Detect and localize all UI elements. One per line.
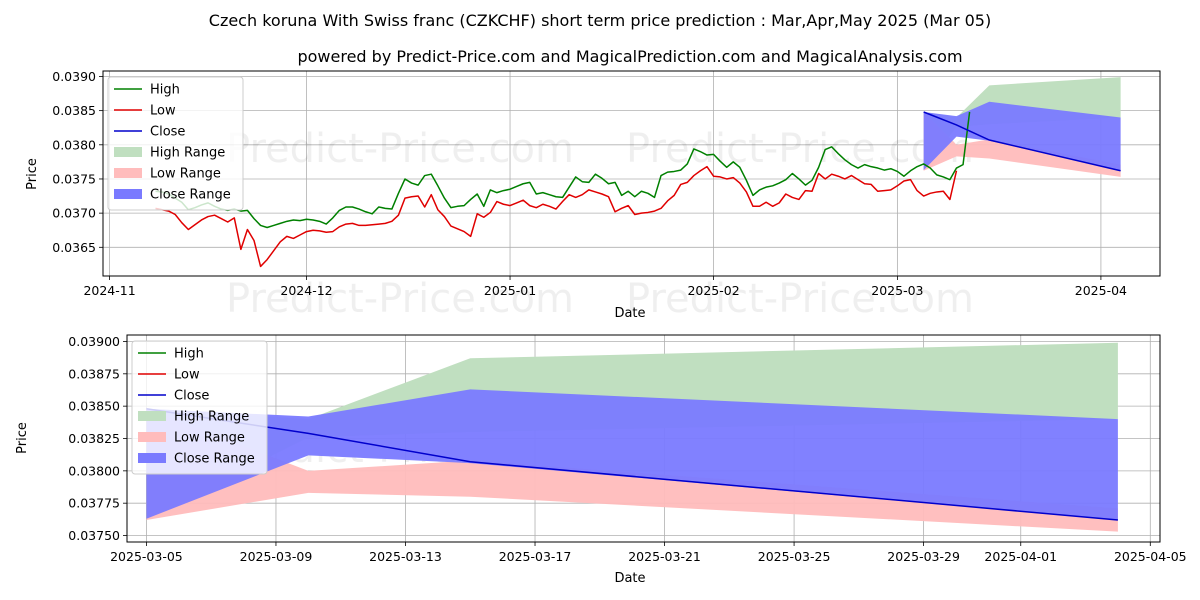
close-range-band — [146, 389, 1118, 521]
top-plot-frame — [102, 70, 1161, 277]
top-ylabel: Price — [25, 158, 40, 190]
legend-label: Close — [174, 389, 209, 404]
y-tick-label: 0.0365 — [52, 240, 96, 255]
legend-label: Low Range — [174, 431, 245, 446]
y-tick-label: 0.0380 — [52, 137, 96, 152]
legend-swatch — [114, 189, 142, 199]
legend-swatch — [138, 432, 166, 442]
top-xlabel: Date — [614, 306, 645, 321]
legend-label: High — [150, 83, 180, 98]
chart-subtitle: powered by Predict-Price.com and Magical… — [297, 47, 962, 66]
legend-label: Close Range — [174, 452, 255, 467]
x-tick-label: 2025-03-09 — [240, 549, 313, 564]
y-tick-label: 0.03775 — [68, 496, 120, 511]
legend-label: Close — [150, 125, 185, 140]
x-tick-label: 2025-04-05 — [1114, 549, 1187, 564]
x-tick-label: 2025-04-01 — [984, 549, 1057, 564]
x-tick-label: 2025-03-05 — [110, 549, 183, 564]
x-tick-label: 2024-12 — [280, 283, 332, 298]
high-range-band — [146, 342, 1118, 519]
legend-swatch — [114, 147, 142, 157]
y-tick-label: 0.03900 — [68, 334, 120, 349]
close-range-band — [923, 101, 1121, 171]
x-tick-label: 2025-03-21 — [628, 549, 701, 564]
y-tick-label: 0.0390 — [52, 69, 96, 84]
y-tick-label: 0.03850 — [68, 399, 120, 414]
legend-swatch — [138, 411, 166, 421]
x-tick-label: 2025-03-17 — [499, 549, 572, 564]
y-tick-label: 0.0375 — [52, 171, 96, 186]
legend-label: High — [174, 347, 204, 362]
legend-label: High Range — [150, 146, 225, 161]
x-tick-label: 2025-01 — [484, 283, 536, 298]
y-tick-label: 0.0385 — [52, 103, 96, 118]
x-tick-label: 2024-11 — [83, 283, 135, 298]
legend-label: Low — [150, 104, 176, 119]
watermark: Predict-Price.com — [226, 276, 574, 322]
y-tick-label: 0.03825 — [68, 431, 120, 446]
bottom-panel: Predict-Price.com Predict-Price.com 2025… — [15, 334, 1187, 586]
legend-label: Close Range — [150, 188, 231, 203]
legend-swatch — [138, 453, 166, 463]
close-forecast-line — [923, 111, 1121, 172]
x-tick-label: 2025-02 — [687, 283, 739, 298]
high-range-band — [923, 77, 1121, 171]
y-tick-label: 0.0370 — [52, 206, 96, 221]
x-tick-label: 2025-03-25 — [758, 549, 831, 564]
y-tick-label: 0.03875 — [68, 366, 120, 381]
y-tick-label: 0.03750 — [68, 528, 120, 543]
low-range-band — [146, 408, 1118, 532]
x-tick-label: 2025-04 — [1075, 283, 1127, 298]
high-price-line — [155, 111, 971, 229]
chart-title: Czech koruna With Swiss franc (CZKCHF) s… — [209, 11, 991, 30]
x-tick-label: 2025-03 — [871, 283, 923, 298]
x-tick-label: 2025-03-13 — [369, 549, 442, 564]
low-range-band — [923, 112, 1121, 177]
legend-label: Low — [174, 368, 200, 383]
low-price-line — [155, 165, 958, 268]
legend-label: Low Range — [150, 167, 221, 182]
legend-label: High Range — [174, 410, 249, 425]
watermark: Predict-Price.com — [626, 126, 974, 172]
watermark: Predict-Price.com — [626, 276, 974, 322]
x-tick-label: 2025-03-29 — [887, 549, 960, 564]
watermark: Predict-Price.com — [226, 126, 574, 172]
top-panel: Predict-Price.com Predict-Price.com Pred… — [25, 69, 1161, 322]
bottom-xlabel: Date — [614, 571, 645, 586]
y-tick-label: 0.03800 — [68, 463, 120, 478]
bottom-ylabel: Price — [15, 422, 30, 454]
legend-swatch — [114, 168, 142, 178]
